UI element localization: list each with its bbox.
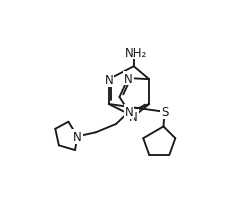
- Text: N: N: [124, 72, 133, 85]
- Text: N: N: [129, 110, 138, 123]
- Text: N: N: [104, 73, 113, 86]
- Text: S: S: [161, 106, 168, 119]
- Text: N: N: [125, 106, 133, 119]
- Text: NH₂: NH₂: [124, 46, 147, 59]
- Text: N: N: [73, 130, 82, 143]
